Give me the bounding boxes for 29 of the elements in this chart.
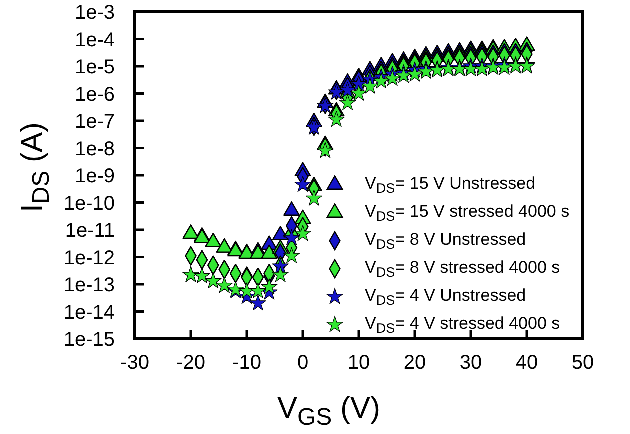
y-tick-label: 1e-11 xyxy=(65,220,115,242)
y-tick-label: 1e-10 xyxy=(64,192,115,215)
y-tick-label: 1e-15 xyxy=(64,329,115,351)
y-tick-label: 1e-14 xyxy=(64,302,115,324)
y-tick-label: 1e-5 xyxy=(74,56,115,78)
x-tick-label: -20 xyxy=(176,352,206,374)
legend-label: V$_{DS}$= 4 V Unstressed xyxy=(365,286,526,308)
y-tick-label: 1e-13 xyxy=(64,274,115,296)
legend-label: V$_{DS}$= 4 V stressed 4000 s xyxy=(365,314,560,336)
x-axis-title: V$_{GS}$ (V) xyxy=(277,392,381,432)
legend-label: V$_{DS}$= 15 V stressed 4000 s xyxy=(365,202,570,224)
x-tick-label: -30 xyxy=(120,352,150,374)
x-tick-label: 30 xyxy=(460,352,482,374)
y-tick-label: 1e-7 xyxy=(74,111,115,133)
y-tick-label: 1e-12 xyxy=(64,247,115,270)
y-tick-label: 1e-9 xyxy=(74,166,115,188)
x-tick-label: -10 xyxy=(232,352,262,374)
y-tick-label: 1e-8 xyxy=(74,138,115,160)
legend-label: V$_{DS}$= 8 V stressed 4000 s xyxy=(365,258,560,280)
y-tick-label: 1e-3 xyxy=(74,2,115,24)
x-tick-label: 0 xyxy=(297,352,309,374)
x-tick-label: 20 xyxy=(404,352,426,374)
x-tick-label: 40 xyxy=(516,352,538,374)
legend-label: V$_{DS}$= 15 V Unstressed xyxy=(365,174,536,196)
x-tick-label: 50 xyxy=(572,352,594,374)
y-tick-label: 1e-4 xyxy=(74,29,115,52)
x-tick-label: 10 xyxy=(348,352,370,374)
legend-label: V$_{DS}$= 8 V Unstressed xyxy=(365,230,526,252)
y-tick-label: 1e-6 xyxy=(74,84,115,106)
